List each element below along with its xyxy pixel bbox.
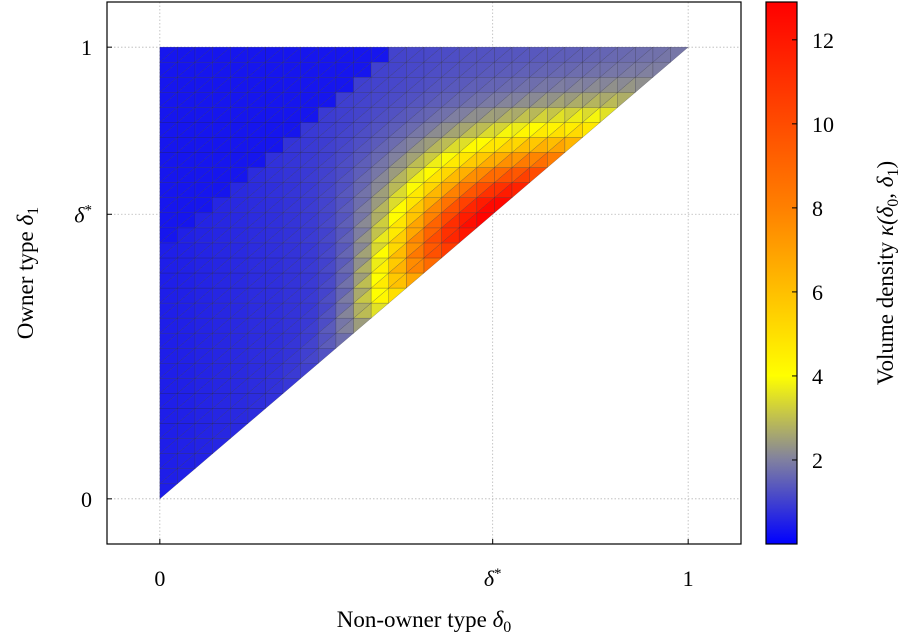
heatmap-cell bbox=[423, 257, 443, 274]
heatmap-cell bbox=[494, 197, 513, 214]
heatmap-cell bbox=[282, 378, 302, 394]
heatmap-cell bbox=[230, 423, 249, 440]
heatmap-cell bbox=[388, 287, 408, 304]
heatmap-cell bbox=[635, 77, 654, 93]
heatmap-cells bbox=[159, 46, 689, 500]
x-tick-label: 0 bbox=[154, 566, 165, 591]
colorbar-tick-label: 8 bbox=[812, 196, 823, 221]
heatmap-cell bbox=[529, 167, 548, 184]
heatmap-cell bbox=[194, 453, 214, 470]
heatmap-cell bbox=[670, 46, 689, 63]
heatmap-cell bbox=[582, 122, 601, 139]
heatmap-cell bbox=[159, 483, 179, 500]
heatmap-cell bbox=[265, 393, 284, 410]
heatmap-cell bbox=[370, 302, 390, 319]
axis-ticks: 0 δ* 1 0 δ* 1 bbox=[74, 35, 693, 591]
colorbar-label: Volume density κ(δ0, δ1) bbox=[873, 161, 902, 385]
heatmap-cell bbox=[247, 408, 267, 425]
heatmap-cell bbox=[177, 468, 196, 485]
heatmap-cell bbox=[300, 363, 320, 379]
heatmap-cell bbox=[353, 46, 372, 63]
y-tick-label: 0 bbox=[81, 487, 92, 512]
heatmap-cell bbox=[529, 46, 548, 63]
heatmap-cell bbox=[652, 61, 672, 78]
x-tick-label: δ* bbox=[484, 566, 502, 591]
heatmap-cell bbox=[230, 46, 249, 63]
x-axis-label: Non-owner type δ0 bbox=[337, 607, 512, 636]
heatmap-cell bbox=[406, 272, 425, 289]
colorbar-ticks: 2 4 6 8 10 12 bbox=[792, 28, 834, 473]
plot-frame bbox=[106, 1, 742, 545]
heatmap-cell bbox=[441, 242, 460, 259]
colorbar-tick-label: 4 bbox=[812, 364, 823, 389]
heatmap-cell bbox=[335, 332, 355, 349]
heatmap-cell bbox=[194, 46, 214, 63]
colorbar-tick-label: 2 bbox=[812, 448, 823, 473]
heatmap-cell bbox=[282, 46, 302, 63]
heatmap-cell bbox=[547, 152, 566, 169]
colorbar-tick-label: 6 bbox=[812, 280, 823, 305]
heatmap-cell bbox=[511, 182, 531, 199]
y-tick-label: δ* bbox=[74, 202, 92, 227]
heatmap-cell bbox=[564, 137, 584, 154]
heatmap-cell bbox=[476, 212, 496, 229]
heatmap-cell bbox=[599, 107, 619, 123]
heatmap-cell bbox=[617, 92, 637, 108]
heatmap-cell bbox=[212, 438, 231, 455]
colorbar-tick-label: 12 bbox=[812, 28, 834, 53]
x-tick-label: 1 bbox=[683, 566, 694, 591]
heatmap-cell bbox=[441, 46, 460, 63]
colorbar-tick-label: 10 bbox=[812, 112, 834, 137]
y-axis-label: Owner type δ1 bbox=[13, 207, 42, 339]
heatmap-cell bbox=[458, 227, 478, 244]
heatmap-cell bbox=[318, 348, 337, 364]
heatmap-cell bbox=[353, 317, 372, 334]
y-tick-label: 1 bbox=[81, 35, 92, 60]
colorbar bbox=[765, 1, 798, 545]
